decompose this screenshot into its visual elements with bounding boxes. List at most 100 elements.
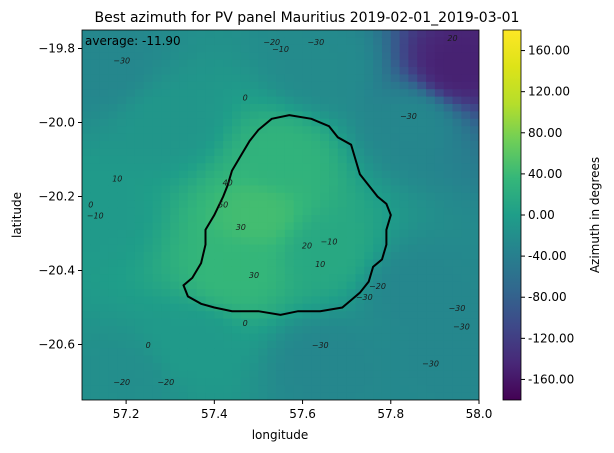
heatmap-cell xyxy=(126,229,136,238)
heatmap-cell xyxy=(302,289,312,297)
heatmap-cell xyxy=(452,281,462,290)
heatmap-cell xyxy=(461,318,471,327)
heatmap-cell xyxy=(152,355,162,364)
heatmap-cell xyxy=(214,133,224,142)
heatmap-cell xyxy=(443,52,454,61)
heatmap-cell xyxy=(320,118,330,127)
heatmap-cell xyxy=(108,118,118,127)
heatmap-cell xyxy=(408,252,418,260)
heatmap-cell xyxy=(267,215,277,223)
heatmap-cell xyxy=(373,318,383,327)
heatmap-cell xyxy=(205,326,215,334)
heatmap-cell xyxy=(258,89,268,98)
heatmap-cell xyxy=(381,348,392,357)
heatmap-cell xyxy=(267,59,277,68)
heatmap-cell xyxy=(311,348,321,357)
heatmap-cell xyxy=(364,215,374,223)
heatmap-cell xyxy=(452,155,462,164)
heatmap-cell xyxy=(179,237,189,246)
heatmap-cell xyxy=(311,326,321,334)
heatmap-cell xyxy=(205,30,215,38)
heatmap-cell xyxy=(364,326,374,334)
heatmap-cell xyxy=(302,385,312,394)
heatmap-cell xyxy=(179,89,189,98)
heatmap-cell xyxy=(205,133,215,142)
heatmap-cell xyxy=(134,148,145,157)
heatmap-cell xyxy=(267,111,277,120)
contour-label: −30 xyxy=(422,360,439,369)
heatmap-cell xyxy=(337,178,348,186)
heatmap-cell xyxy=(284,355,295,364)
heatmap-cell xyxy=(346,229,357,238)
contour-label: 10 xyxy=(112,175,122,184)
heatmap-cell xyxy=(205,311,215,320)
heatmap-cell xyxy=(302,318,312,327)
heatmap-cell xyxy=(461,303,471,312)
heatmap-cell xyxy=(434,59,445,68)
heatmap-cell xyxy=(258,333,268,342)
heatmap-cell xyxy=(126,52,136,61)
heatmap-cell xyxy=(320,96,330,105)
heatmap-cell xyxy=(434,392,445,400)
heatmap-cell xyxy=(161,74,171,83)
heatmap-cell xyxy=(231,333,242,342)
heatmap-cell xyxy=(390,104,401,112)
heatmap-cell xyxy=(267,303,277,312)
contour-label: 20 xyxy=(302,241,312,250)
heatmap-cell xyxy=(117,333,127,342)
heatmap-cell xyxy=(134,281,145,290)
heatmap-cell xyxy=(390,215,401,223)
heatmap-cell xyxy=(187,163,198,172)
heatmap-cell xyxy=(284,170,295,179)
heatmap-cell xyxy=(417,59,427,68)
heatmap-cell xyxy=(249,318,260,327)
heatmap-cell xyxy=(240,207,251,216)
heatmap-cell xyxy=(223,118,233,127)
heatmap-cell xyxy=(329,363,339,371)
heatmap-cell xyxy=(267,363,277,371)
heatmap-cell xyxy=(364,252,374,260)
heatmap-cell xyxy=(90,148,101,157)
heatmap-cell xyxy=(346,126,357,135)
heatmap-cell xyxy=(426,363,436,371)
heatmap-cell xyxy=(240,192,251,201)
heatmap-cell xyxy=(302,141,312,149)
heatmap-cell xyxy=(117,215,127,223)
heatmap-cell xyxy=(293,244,304,253)
heatmap-cell xyxy=(329,303,339,312)
contour-label: 40 xyxy=(223,178,233,187)
heatmap-cell xyxy=(214,370,224,379)
heatmap-cell xyxy=(381,111,392,120)
contour-label: −30 xyxy=(400,112,417,121)
heatmap-cell xyxy=(355,222,365,231)
heatmap-cell xyxy=(82,118,92,127)
heatmap-cell xyxy=(399,89,410,98)
colorbar-ticks: 160.00120.0080.0040.000.00-40.00-80.00-1… xyxy=(521,44,574,386)
heatmap-cell xyxy=(355,52,365,61)
heatmap-cell xyxy=(134,348,145,357)
heatmap-cell xyxy=(82,170,92,179)
heatmap-cell xyxy=(240,96,251,105)
heatmap-cell xyxy=(443,237,454,246)
heatmap-cell xyxy=(231,296,242,305)
heatmap-cell xyxy=(408,207,418,216)
heatmap-cell xyxy=(373,89,383,98)
heatmap-cell xyxy=(214,363,224,371)
heatmap-cell xyxy=(329,74,339,83)
heatmap-cell xyxy=(179,296,189,305)
heatmap-cell xyxy=(249,96,260,105)
heatmap-cell xyxy=(196,141,207,149)
heatmap-cell xyxy=(364,59,374,68)
heatmap-cell xyxy=(249,37,260,46)
island-outline xyxy=(182,114,392,316)
heatmap-cell xyxy=(408,363,418,371)
heatmap-cell xyxy=(249,141,260,149)
heatmap-cell xyxy=(117,237,127,246)
heatmap-cell xyxy=(108,311,118,320)
heatmap-cell xyxy=(311,259,321,268)
heatmap-cell xyxy=(284,163,295,172)
heatmap-cell xyxy=(187,318,198,327)
heatmap-cell xyxy=(399,155,410,164)
heatmap-cell xyxy=(417,200,427,209)
heatmap-cell xyxy=(443,185,454,194)
